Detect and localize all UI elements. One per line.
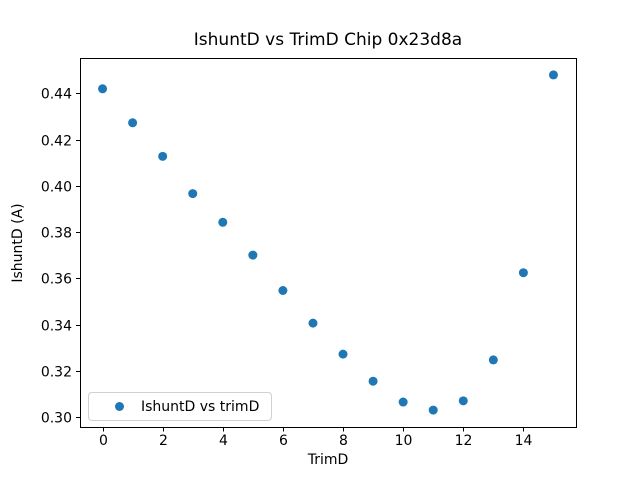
- x-tick-label: 2: [159, 433, 168, 449]
- x-tick-label: 0: [99, 433, 108, 449]
- data-point: [188, 189, 198, 199]
- data-point: [368, 376, 378, 386]
- data-point: [518, 268, 528, 278]
- legend-label: IshuntD vs trimD: [141, 398, 260, 415]
- x-tick-label: 10: [395, 433, 413, 449]
- axes-spines: [80, 58, 577, 428]
- data-point: [248, 250, 258, 260]
- x-tick-label: 14: [515, 433, 533, 449]
- x-tick-label: 12: [455, 433, 473, 449]
- legend-marker-icon: [115, 402, 124, 411]
- x-axis-label: TrimD: [307, 452, 349, 468]
- data-point: [398, 397, 408, 407]
- chart-title: IshuntD vs TrimD Chip 0x23d8a: [193, 30, 463, 50]
- y-tick-label: 0.36: [41, 272, 72, 288]
- data-point: [428, 405, 438, 415]
- y-tick-label: 0.32: [41, 365, 72, 381]
- x-tick-label: 8: [339, 433, 348, 449]
- y-tick-label: 0.34: [41, 319, 72, 335]
- data-point: [98, 84, 108, 94]
- x-tick-label: 4: [219, 433, 228, 449]
- data-point: [158, 151, 168, 161]
- data-point: [338, 349, 348, 359]
- data-point: [278, 286, 288, 296]
- y-tick-label: 0.42: [41, 134, 72, 150]
- x-tick-label: 6: [279, 433, 288, 449]
- data-point: [128, 118, 138, 128]
- data-point: [488, 355, 498, 365]
- data-point: [308, 318, 318, 328]
- y-tick-label: 0.38: [41, 226, 72, 242]
- data-point: [218, 217, 228, 227]
- data-point: [548, 70, 558, 80]
- legend: IshuntD vs trimD: [88, 392, 273, 421]
- y-tick-label: 0.40: [41, 180, 72, 196]
- y-tick-label: 0.44: [41, 87, 72, 103]
- data-point: [458, 396, 468, 406]
- y-tick-label: 0.30: [41, 411, 72, 427]
